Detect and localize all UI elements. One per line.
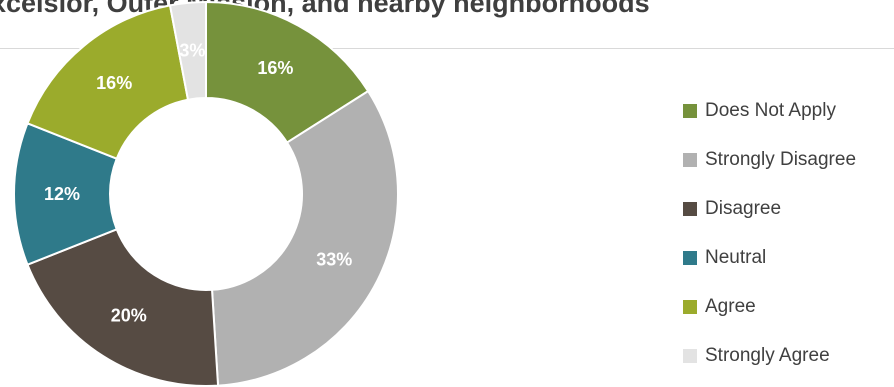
legend-swatch-does-not-apply	[683, 103, 697, 118]
legend-label-neutral: Neutral	[705, 246, 767, 268]
slice-disagree	[26, 228, 220, 387]
chart-legend: Does Not Apply Strongly Disagree Disagree N…	[683, 86, 894, 380]
donut-slices	[13, 0, 399, 387]
legend-label-does-not-apply: Does Not Apply	[705, 99, 836, 121]
data-label-disagree: 20%	[111, 306, 147, 326]
slice-labels: 16% 33% 20% 12% 16% 3%	[44, 41, 352, 326]
data-label-does-not-apply: 16%	[257, 58, 293, 78]
data-label-agree: 16%	[96, 73, 132, 93]
legend-swatch-disagree	[683, 201, 697, 216]
legend-item-strongly-disagree: Strongly Disagree	[683, 135, 894, 184]
legend-item-neutral: Neutral	[683, 233, 894, 282]
legend-label-disagree: Disagree	[705, 197, 782, 219]
data-label-neutral: 12%	[44, 184, 80, 204]
legend-swatch-agree	[683, 299, 697, 314]
legend-swatch-strongly-agree	[683, 348, 697, 363]
legend-label-agree: Agree	[705, 295, 756, 317]
legend-item-strongly-agree: Strongly Agree	[683, 331, 894, 380]
slice-agree	[26, 4, 190, 160]
data-label-strongly-agree: 3%	[179, 41, 205, 61]
legend-item-agree: Agree	[683, 282, 894, 331]
legend-item-does-not-apply: Does Not Apply	[683, 86, 894, 135]
data-label-strongly-disagree: 33%	[316, 249, 352, 269]
title-divider	[0, 48, 894, 49]
legend-swatch-strongly-disagree	[683, 152, 697, 167]
slice-does-not-apply	[205, 0, 370, 144]
legend-label-strongly-agree: Strongly Agree	[705, 344, 830, 366]
legend-swatch-neutral	[683, 250, 697, 265]
slice-strongly-agree	[168, 0, 207, 101]
legend-label-strongly-disagree: Strongly Disagree	[705, 148, 857, 170]
slice-strongly-disagree	[210, 89, 399, 387]
legend-item-disagree: Disagree	[683, 184, 894, 233]
